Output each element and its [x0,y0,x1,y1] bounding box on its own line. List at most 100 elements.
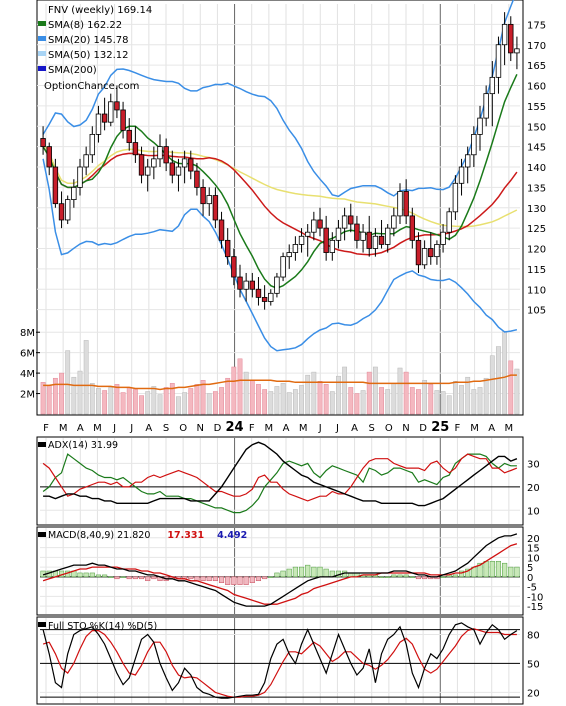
volume-bar [243,371,249,415]
candle-body [323,227,329,253]
month-label: D [214,423,222,434]
volume-bar [89,383,95,415]
candle-body [428,248,434,258]
sto-k-line [42,622,518,699]
volume-bar [397,367,403,415]
macd-tick-label: -10 [527,592,543,603]
candle-body [348,215,354,225]
sto-d-line [42,628,517,698]
candle-body [261,296,268,302]
month-label: A [488,423,495,434]
volume-bar [83,340,89,415]
candle-body [200,186,206,205]
volume-tick-label: 2M [20,390,35,401]
macd-histogram-bar [305,564,311,578]
candle-body [188,158,194,172]
macd-tick-label: 10 [527,553,540,564]
month-label: J [112,423,116,434]
macd-histogram-bar [212,576,218,582]
adx-line [43,441,518,507]
volume-bar [200,380,206,415]
legend-sma20: SMA(20) 145.78 [48,35,129,46]
candle-body [495,44,502,78]
volume-bar [428,384,434,415]
volume-average-line [43,374,517,391]
candle-body [46,146,52,168]
macd-histogram-bar [415,576,422,580]
volume-bar [280,383,286,415]
volume-tick-label: 6M [20,349,35,360]
macd-histogram-bar [231,576,237,585]
month-label: O [179,423,187,434]
macd-histogram-bar [83,572,89,578]
adx-tick-label: 10 [527,506,540,517]
candle-body [89,133,96,156]
volume-bar [176,396,181,415]
candle-body [477,117,483,135]
legend-swatch-sma8 [38,21,46,26]
volume-bar [139,395,144,415]
macd-histogram-bar [132,576,138,580]
macd-histogram-bar [317,566,323,578]
legend-sma8: SMA(8) 162.22 [48,20,122,31]
month-label: M [265,423,274,434]
volume-bar [157,394,163,415]
macd-histogram-bar [378,576,385,578]
sto-tick-label: 50 [527,659,540,670]
macd-histogram-bar [298,566,305,578]
sto-title: Full STO %K(14) %D(5) [48,621,157,632]
volume-bar [231,366,237,415]
sto-tick-label: 20 [527,688,540,699]
volume-bar [249,380,255,415]
volume-bar [188,388,194,415]
candle-body [243,280,249,290]
candle-body [181,158,188,168]
legend: FNV (weekly) 169.14 SMA(8) 162.22 SMA(20… [38,5,152,92]
macd-histogram-bar [102,574,108,578]
candle-body [71,186,77,200]
candle-body [58,203,65,221]
month-label: S [163,423,169,434]
candle-body [452,182,459,213]
price-tick-label: 175 [527,20,546,31]
month-label: F [249,423,255,434]
candle-body [64,199,71,221]
macd-histogram-bar [323,568,329,578]
month-label: 25 [431,420,449,435]
candle-body [366,231,372,249]
candle-body [360,231,366,241]
volume-bar [305,374,311,415]
candle-body [126,129,132,143]
legend-sma200: SMA(200) [48,65,97,76]
watermark: OptionChance.com [44,81,139,92]
volume-bar [46,385,52,415]
volume-bar [219,387,224,415]
volume-bar [391,383,397,415]
candle-body [101,113,108,123]
macd-histogram-bar [477,562,483,578]
volume-bar [169,383,175,415]
macd-histogram-bar [200,576,206,582]
macd-histogram-bar [255,576,262,582]
macd-histogram-bar [465,568,471,578]
macd-histogram-bar [311,566,317,578]
volume-bar [366,371,372,415]
candle-body [114,101,120,111]
candle-body [415,239,422,266]
minus-di-line [42,453,518,502]
macd-tick-label: 0 [527,573,533,584]
month-label: A [283,423,290,434]
volume-bar [126,387,132,415]
sto-tick-label: 80 [527,630,540,641]
legend-swatch-sma50 [38,51,46,56]
macd-value: 21.820 [117,530,150,541]
legend-swatch-sma20 [38,36,46,41]
candle-body [77,166,83,188]
macd-histogram-bar [440,576,446,578]
month-label: M [299,423,308,434]
volume-bar [96,388,101,415]
month-label: D [419,423,427,434]
month-label: A [145,423,152,434]
volume-bar [225,377,231,415]
